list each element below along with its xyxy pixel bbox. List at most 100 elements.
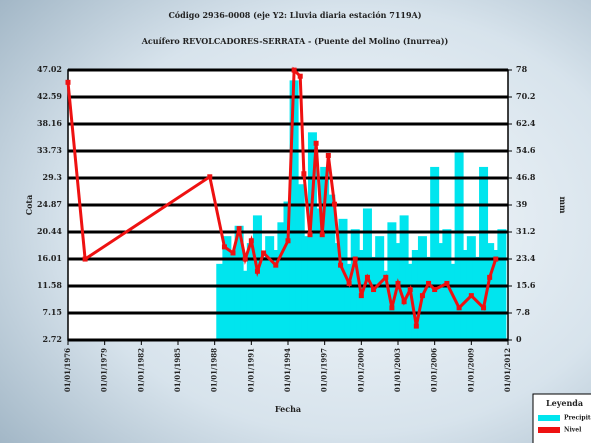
x-tick-label: 01/01/2012 bbox=[503, 348, 512, 392]
y2-tick-label: 46.8 bbox=[516, 172, 536, 182]
bar bbox=[417, 236, 427, 340]
legend-title: Leyenda bbox=[546, 398, 583, 408]
y-tick-label: 20.44 bbox=[37, 226, 62, 236]
legend-label: Precipitación bbox=[564, 415, 591, 422]
y2-tick-label: 39 bbox=[516, 199, 528, 209]
bar bbox=[338, 218, 348, 340]
y2-tick-label: 54.6 bbox=[516, 145, 536, 155]
bar bbox=[283, 201, 293, 340]
marker bbox=[254, 268, 260, 274]
marker bbox=[493, 256, 499, 262]
marker bbox=[487, 274, 493, 280]
x-tick-label: 01/01/1982 bbox=[136, 348, 145, 392]
marker bbox=[346, 280, 352, 286]
marker bbox=[319, 232, 325, 238]
marker bbox=[395, 280, 401, 286]
x-tick-label: 01/01/1997 bbox=[320, 348, 329, 392]
marker bbox=[242, 256, 248, 262]
marker bbox=[401, 299, 407, 305]
marker bbox=[221, 244, 227, 250]
marker bbox=[413, 323, 419, 329]
bar bbox=[271, 250, 281, 340]
marker bbox=[313, 140, 319, 146]
y2-tick-label: 15.6 bbox=[516, 280, 536, 290]
bar bbox=[393, 243, 403, 340]
y2-tick-label: 62.4 bbox=[516, 118, 536, 128]
legend-swatch bbox=[538, 427, 560, 433]
bar bbox=[454, 149, 464, 340]
y2-tick-label: 23.4 bbox=[516, 253, 536, 263]
y2-tick-label: 0 bbox=[516, 334, 522, 344]
marker bbox=[432, 287, 438, 293]
x-tick-label: 01/01/2006 bbox=[430, 348, 439, 392]
bar bbox=[405, 263, 415, 340]
bar bbox=[375, 236, 385, 340]
x-tick-label: 01/01/2003 bbox=[393, 348, 402, 392]
x-tick-label: 01/01/1979 bbox=[100, 348, 109, 392]
marker bbox=[419, 293, 425, 299]
marker bbox=[331, 201, 337, 207]
y-tick-label: 38.16 bbox=[37, 118, 62, 128]
bar bbox=[436, 243, 446, 340]
y-tick-label: 11.58 bbox=[37, 280, 62, 290]
bar bbox=[265, 236, 275, 340]
bar bbox=[332, 243, 342, 340]
marker bbox=[325, 152, 331, 158]
bar bbox=[491, 250, 501, 340]
marker bbox=[426, 280, 432, 286]
y-axis-label: Cota bbox=[24, 195, 34, 216]
bar bbox=[259, 256, 269, 340]
bar bbox=[246, 243, 256, 340]
y-tick-label: 16.01 bbox=[37, 253, 62, 263]
x-tick-label: 01/01/1985 bbox=[173, 348, 182, 392]
y2-tick-label: 31.2 bbox=[516, 226, 535, 236]
marker bbox=[338, 262, 344, 268]
bar bbox=[228, 253, 238, 340]
legend-label: Nivel bbox=[564, 427, 582, 434]
bar bbox=[289, 80, 299, 340]
bar bbox=[424, 256, 434, 340]
bar bbox=[320, 166, 330, 340]
bar bbox=[387, 222, 397, 340]
x-tick-label: 01/01/2009 bbox=[466, 348, 475, 392]
marker bbox=[444, 280, 450, 286]
y-tick-label: 24.87 bbox=[37, 199, 62, 209]
bar bbox=[252, 215, 262, 340]
y-tick-label: 42.59 bbox=[37, 91, 62, 101]
marker bbox=[261, 250, 267, 256]
legend-swatch bbox=[538, 415, 560, 421]
bar bbox=[485, 243, 495, 340]
x-tick-label: 01/01/1988 bbox=[210, 348, 219, 392]
bar bbox=[381, 270, 391, 340]
marker bbox=[389, 305, 395, 311]
marker bbox=[301, 171, 307, 177]
marker bbox=[383, 274, 389, 280]
bar bbox=[216, 263, 226, 340]
x-tick-label: 01/01/1991 bbox=[246, 348, 255, 392]
marker bbox=[285, 238, 291, 244]
bar bbox=[314, 208, 324, 340]
marker bbox=[481, 305, 487, 311]
y-tick-label: 29.3 bbox=[43, 172, 63, 182]
x-tick-label: 01/01/2000 bbox=[356, 348, 365, 392]
bar bbox=[411, 250, 421, 340]
bar bbox=[448, 263, 458, 340]
x-tick-label: 01/01/1994 bbox=[283, 348, 292, 392]
y2-tick-label: 70.2 bbox=[516, 91, 535, 101]
marker bbox=[358, 293, 364, 299]
marker bbox=[207, 174, 213, 180]
marker bbox=[468, 293, 474, 299]
marker bbox=[248, 238, 254, 244]
marker bbox=[65, 79, 71, 85]
bar bbox=[479, 166, 489, 340]
marker bbox=[230, 250, 236, 256]
bar bbox=[430, 166, 440, 340]
y2-tick-label: 7.8 bbox=[516, 307, 530, 317]
bar bbox=[344, 263, 354, 340]
marker bbox=[273, 262, 279, 268]
bar bbox=[234, 225, 244, 340]
x-tick-label: 01/01/1976 bbox=[63, 348, 72, 392]
marker bbox=[307, 232, 313, 238]
